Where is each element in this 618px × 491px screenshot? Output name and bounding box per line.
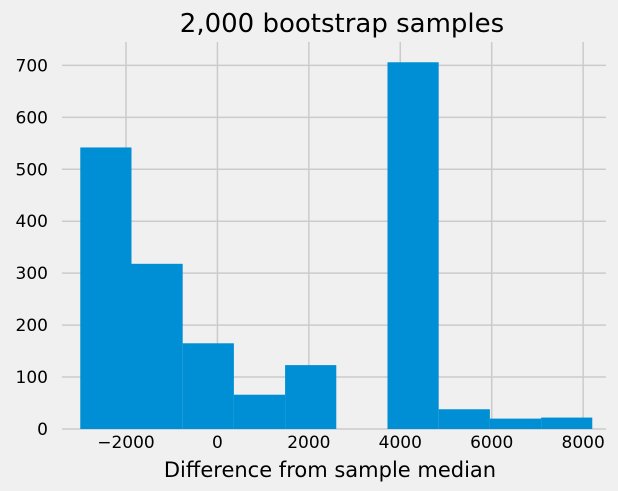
bars-layer xyxy=(80,62,593,430)
x-tick-label: 4000 xyxy=(379,433,422,453)
x-tick-label: −2000 xyxy=(97,433,155,453)
y-tick-label: 300 xyxy=(16,264,48,284)
y-tick-label: 700 xyxy=(16,56,48,76)
histogram-bar-7 xyxy=(438,409,490,429)
x-tick-label: 8000 xyxy=(562,433,605,453)
y-tick-label: 600 xyxy=(16,108,48,128)
histogram-bar-4 xyxy=(285,365,337,429)
y-tick-label: 400 xyxy=(16,212,48,232)
histogram-bar-2 xyxy=(182,343,234,429)
y-tick-label: 200 xyxy=(16,316,48,336)
x-tick-label: 0 xyxy=(212,433,223,453)
histogram-bar-1 xyxy=(131,263,183,429)
histogram-bar-0 xyxy=(80,147,132,430)
histogram-bar-3 xyxy=(233,394,286,429)
x-tick-label: 2000 xyxy=(287,433,330,453)
x-tick-labels: −2000 0 2000 4000 6000 8000 xyxy=(97,433,605,453)
chart-title: 2,000 bootstrap samples xyxy=(180,9,504,39)
y-tick-label: 500 xyxy=(16,160,48,180)
x-tick-label: 6000 xyxy=(470,433,513,453)
histogram-bar-9 xyxy=(541,417,593,429)
histogram-bar-6 xyxy=(387,62,439,429)
y-tick-label: 100 xyxy=(16,368,48,388)
x-axis-title: Difference from sample median xyxy=(164,458,496,482)
y-tick-label: 0 xyxy=(37,420,48,440)
histogram-bar-8 xyxy=(489,418,542,429)
y-tick-labels: 0 100 200 300 400 500 600 700 xyxy=(16,56,48,440)
